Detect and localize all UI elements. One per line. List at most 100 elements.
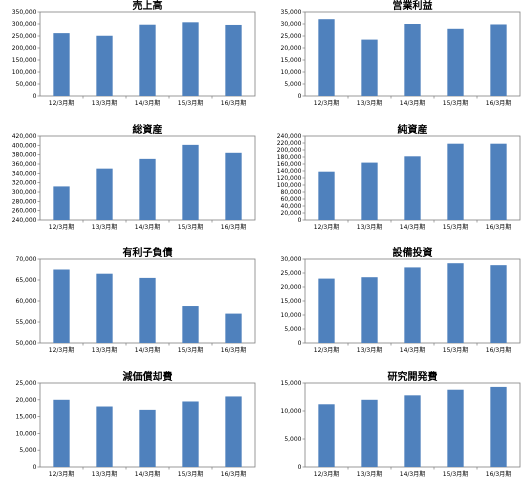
bar-13-3 bbox=[361, 277, 378, 343]
bar-16-3 bbox=[490, 143, 507, 220]
y-tick-label: 100,000 bbox=[277, 182, 302, 189]
y-tick-label: 5,000 bbox=[284, 81, 301, 88]
bar-14-3 bbox=[139, 409, 156, 467]
category-label: 15/3月期 bbox=[443, 470, 468, 478]
bar-15-3 bbox=[182, 144, 199, 220]
y-tick-label: 400,000 bbox=[12, 142, 37, 149]
category-label: 14/3月期 bbox=[400, 470, 425, 478]
category-label: 15/3月期 bbox=[178, 470, 203, 478]
chart-title: 有利子負債 bbox=[123, 246, 173, 259]
category-label: 14/3月期 bbox=[135, 346, 160, 354]
bar-12-3 bbox=[53, 33, 70, 96]
category-label: 12/3月期 bbox=[314, 346, 339, 354]
chart-4: 純資産 0 20,000 40,000 60,000 80,000 100,000 120,0… bbox=[265, 123, 530, 248]
chart-title: 総資産 bbox=[133, 123, 163, 136]
category-label: 13/3月期 bbox=[357, 99, 382, 107]
bar-16-3 bbox=[225, 152, 242, 220]
y-tick-label: 380,000 bbox=[12, 151, 37, 158]
y-tick-label: 160,000 bbox=[277, 161, 302, 168]
y-tick-label: 300,000 bbox=[12, 21, 37, 28]
bar-12-3 bbox=[318, 171, 335, 220]
y-tick-label: 50,000 bbox=[16, 81, 37, 88]
y-tick-label: 20,000 bbox=[281, 284, 302, 291]
bar-15-3 bbox=[182, 306, 199, 343]
y-tick-label: 80,000 bbox=[281, 189, 302, 196]
bar-13-3 bbox=[96, 406, 113, 467]
category-label: 15/3月期 bbox=[178, 346, 203, 354]
y-tick-label: 20,000 bbox=[281, 45, 302, 52]
bar-13-3 bbox=[361, 39, 378, 96]
category-label: 12/3月期 bbox=[49, 470, 74, 478]
bar-16-3 bbox=[225, 313, 242, 343]
y-tick-label: 300,000 bbox=[12, 189, 37, 196]
category-label: 16/3月期 bbox=[221, 346, 246, 354]
y-tick-label: 35,000 bbox=[281, 9, 302, 16]
y-tick-label: 30,000 bbox=[281, 21, 302, 28]
bar-12-3 bbox=[318, 19, 335, 97]
category-label: 15/3月期 bbox=[178, 99, 203, 107]
bar-15-3 bbox=[447, 143, 464, 220]
category-label: 16/3月期 bbox=[486, 223, 511, 231]
chart-svg-7: 減価償却費 0 5,000 10,000 15,000 20,000 25,000 12/3月… bbox=[16, 370, 256, 478]
category-label: 12/3月期 bbox=[49, 99, 74, 107]
category-label: 14/3月期 bbox=[400, 346, 425, 354]
bar-14-3 bbox=[139, 158, 156, 220]
y-tick-label: 200,000 bbox=[277, 147, 302, 154]
bar-12-3 bbox=[53, 399, 70, 467]
y-tick-label: 60,000 bbox=[16, 298, 37, 305]
bar-16-3 bbox=[490, 386, 507, 467]
chart-1: 売上高 0 50,000 100,000 150,000 200,000 250,000 30… bbox=[0, 0, 265, 124]
y-tick-label: 250,000 bbox=[12, 33, 37, 40]
category-label: 16/3月期 bbox=[221, 223, 246, 231]
bar-16-3 bbox=[225, 395, 242, 467]
bar-13-3 bbox=[96, 168, 113, 220]
category-label: 12/3月期 bbox=[314, 99, 339, 107]
y-tick-label: 65,000 bbox=[16, 277, 37, 284]
y-tick-label: 10,000 bbox=[16, 430, 37, 437]
category-label: 12/3月期 bbox=[314, 470, 339, 478]
y-tick-label: 0 bbox=[298, 93, 302, 100]
y-tick-label: 280,000 bbox=[12, 198, 37, 205]
y-tick-label: 25,000 bbox=[281, 33, 302, 40]
bar-14-3 bbox=[404, 24, 421, 96]
bar-12-3 bbox=[318, 278, 335, 343]
y-tick-label: 20,000 bbox=[16, 396, 37, 403]
chart-title: 研究開発費 bbox=[388, 370, 438, 383]
category-label: 13/3月期 bbox=[357, 470, 382, 478]
y-tick-label: 15,000 bbox=[16, 413, 37, 420]
y-tick-label: 30,000 bbox=[281, 256, 302, 263]
bar-13-3 bbox=[361, 162, 378, 220]
chart-7: 減価償却費 0 5,000 10,000 15,000 20,000 25,000 12/3月… bbox=[0, 370, 265, 494]
bar-14-3 bbox=[404, 267, 421, 343]
category-label: 16/3月期 bbox=[221, 470, 246, 478]
chart-svg-8: 研究開発費 0 5,000 10,000 15,000 12/3月期 13/3月期 14/3月… bbox=[281, 370, 521, 478]
category-label: 13/3月期 bbox=[357, 223, 382, 231]
y-tick-label: 20,000 bbox=[281, 210, 302, 217]
y-tick-label: 0 bbox=[298, 217, 302, 224]
chart-svg-2: 営業利益 0 5,000 10,000 15,000 20,000 25,000 30,000… bbox=[281, 0, 521, 107]
chart-3: 総資産 240,000 260,000 280,000 300,000 320,000 34… bbox=[0, 123, 265, 248]
bar-15-3 bbox=[447, 263, 464, 343]
y-tick-label: 25,000 bbox=[281, 270, 302, 277]
chart-title: 売上高 bbox=[133, 0, 163, 12]
y-tick-label: 0 bbox=[33, 464, 37, 471]
y-tick-label: 25,000 bbox=[16, 380, 37, 387]
y-tick-label: 10,000 bbox=[281, 69, 302, 76]
y-tick-label: 15,000 bbox=[281, 380, 302, 387]
category-label: 16/3月期 bbox=[221, 99, 246, 107]
bar-15-3 bbox=[447, 28, 464, 96]
y-tick-label: 360,000 bbox=[12, 161, 37, 168]
chart-title: 営業利益 bbox=[393, 0, 433, 12]
y-tick-label: 120,000 bbox=[277, 175, 302, 182]
bar-12-3 bbox=[53, 269, 70, 343]
chart-svg-6: 設備投資 0 5,000 10,000 15,000 20,000 25,000 30,000… bbox=[281, 246, 521, 354]
chart-title: 設備投資 bbox=[393, 246, 433, 259]
category-label: 13/3月期 bbox=[92, 99, 117, 107]
y-tick-label: 220,000 bbox=[277, 140, 302, 147]
category-label: 16/3月期 bbox=[486, 99, 511, 107]
y-tick-label: 140,000 bbox=[277, 168, 302, 175]
category-label: 14/3月期 bbox=[135, 470, 160, 478]
bar-16-3 bbox=[490, 265, 507, 343]
chart-title: 減価償却費 bbox=[123, 370, 173, 383]
